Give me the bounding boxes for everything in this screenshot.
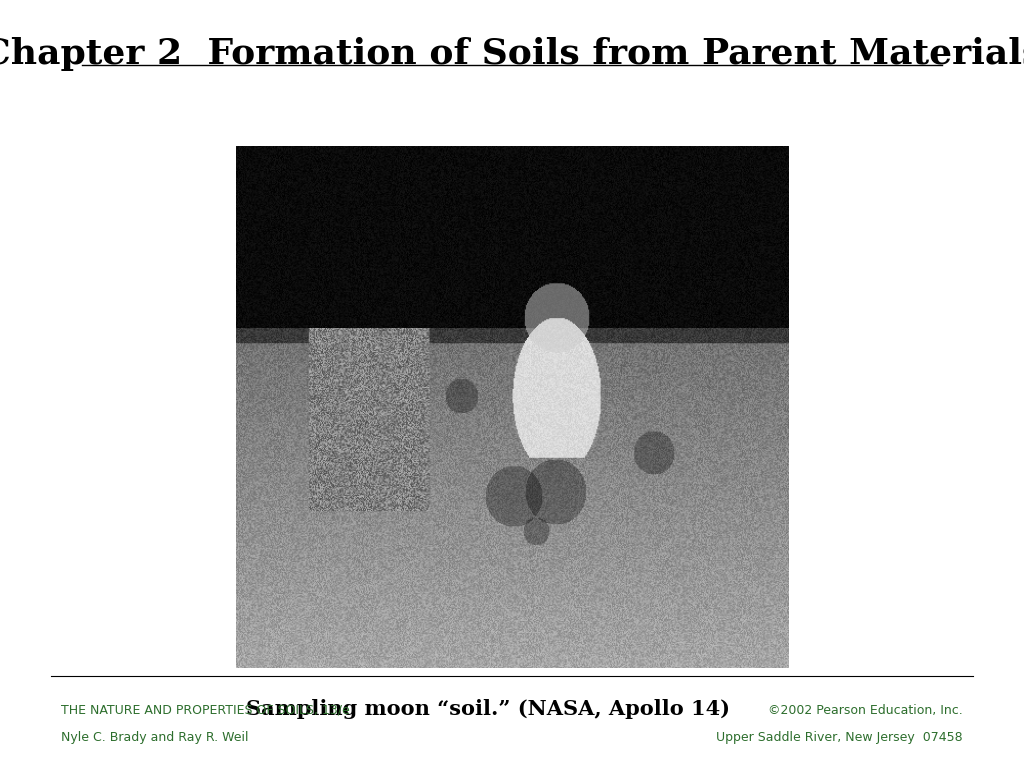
Text: Nyle C. Brady and Ray R. Weil: Nyle C. Brady and Ray R. Weil: [61, 731, 249, 743]
Text: Sampling moon “soil.” (NASA, Apollo 14): Sampling moon “soil.” (NASA, Apollo 14): [246, 699, 730, 719]
Text: Chapter 2  Formation of Soils from Parent Materials: Chapter 2 Formation of Soils from Parent…: [0, 37, 1024, 71]
Text: THE NATURE AND PROPERTIES OF SOILS, 13/e: THE NATURE AND PROPERTIES OF SOILS, 13/e: [61, 704, 350, 717]
Text: Upper Saddle River, New Jersey  07458: Upper Saddle River, New Jersey 07458: [716, 731, 963, 743]
Text: ©2002 Pearson Education, Inc.: ©2002 Pearson Education, Inc.: [768, 704, 963, 717]
